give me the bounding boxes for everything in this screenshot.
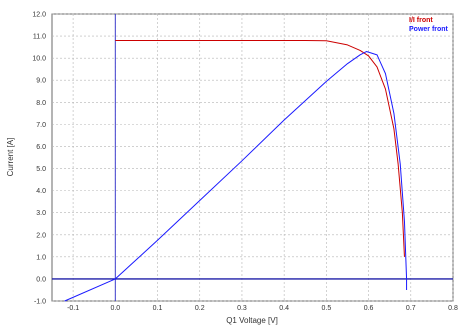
y-tick-label: 3.0 [36,210,46,217]
y-tick-label: 9.0 [36,78,46,85]
y-tick-label: 12.0 [32,12,46,19]
legend-entry: I/I front [409,17,433,24]
x-tick-label: 0.5 [322,305,332,312]
y-tick-label: 5.0 [36,166,46,173]
tick-labels: -0.1 0.0 0.1 0.2 0.3 0.4 0.5 0.6 0.7 0.8 -1.0 0.0 1.… [32,12,458,313]
y-tick-label: 7.0 [36,122,46,129]
series-line-iv-front [115,39,405,257]
y-tick-label: 1.0 [36,254,46,261]
y-tick-label: 11.0 [33,34,46,41]
x-axis-label: Q1 Voltage [V] [226,316,278,325]
x-tick-label: 0.0 [110,305,120,312]
x-tick-label: 0.6 [364,305,374,312]
y-tick-label: 10.0 [32,56,46,63]
y-tick-label: 8.0 [36,100,46,107]
series-line-power-front [64,51,408,302]
legend-entry: Power front [409,26,449,33]
y-tick-label: 4.0 [36,188,46,195]
legend: I/I front Power front [409,17,449,33]
x-tick-label: 0.8 [448,305,458,312]
x-tick-label: 0.1 [153,305,163,312]
y-tick-label: 0.0 [36,276,46,283]
grid-layer [52,13,454,302]
x-tick-label: 0.7 [406,305,416,312]
y-tick-label: -1.0 [34,299,46,306]
x-tick-label: 0.2 [195,305,205,312]
plot-frame [51,13,454,302]
series-layer [64,39,408,302]
x-tick-label: 0.3 [237,305,247,312]
x-tick-label: 0.4 [279,305,289,312]
y-tick-label: 2.0 [36,232,46,239]
y-tick-label: 6.0 [36,144,46,151]
y-axis-label: Current [A] [6,138,15,177]
reference-lines [52,14,453,301]
x-tick-label: -0.1 [67,305,79,312]
